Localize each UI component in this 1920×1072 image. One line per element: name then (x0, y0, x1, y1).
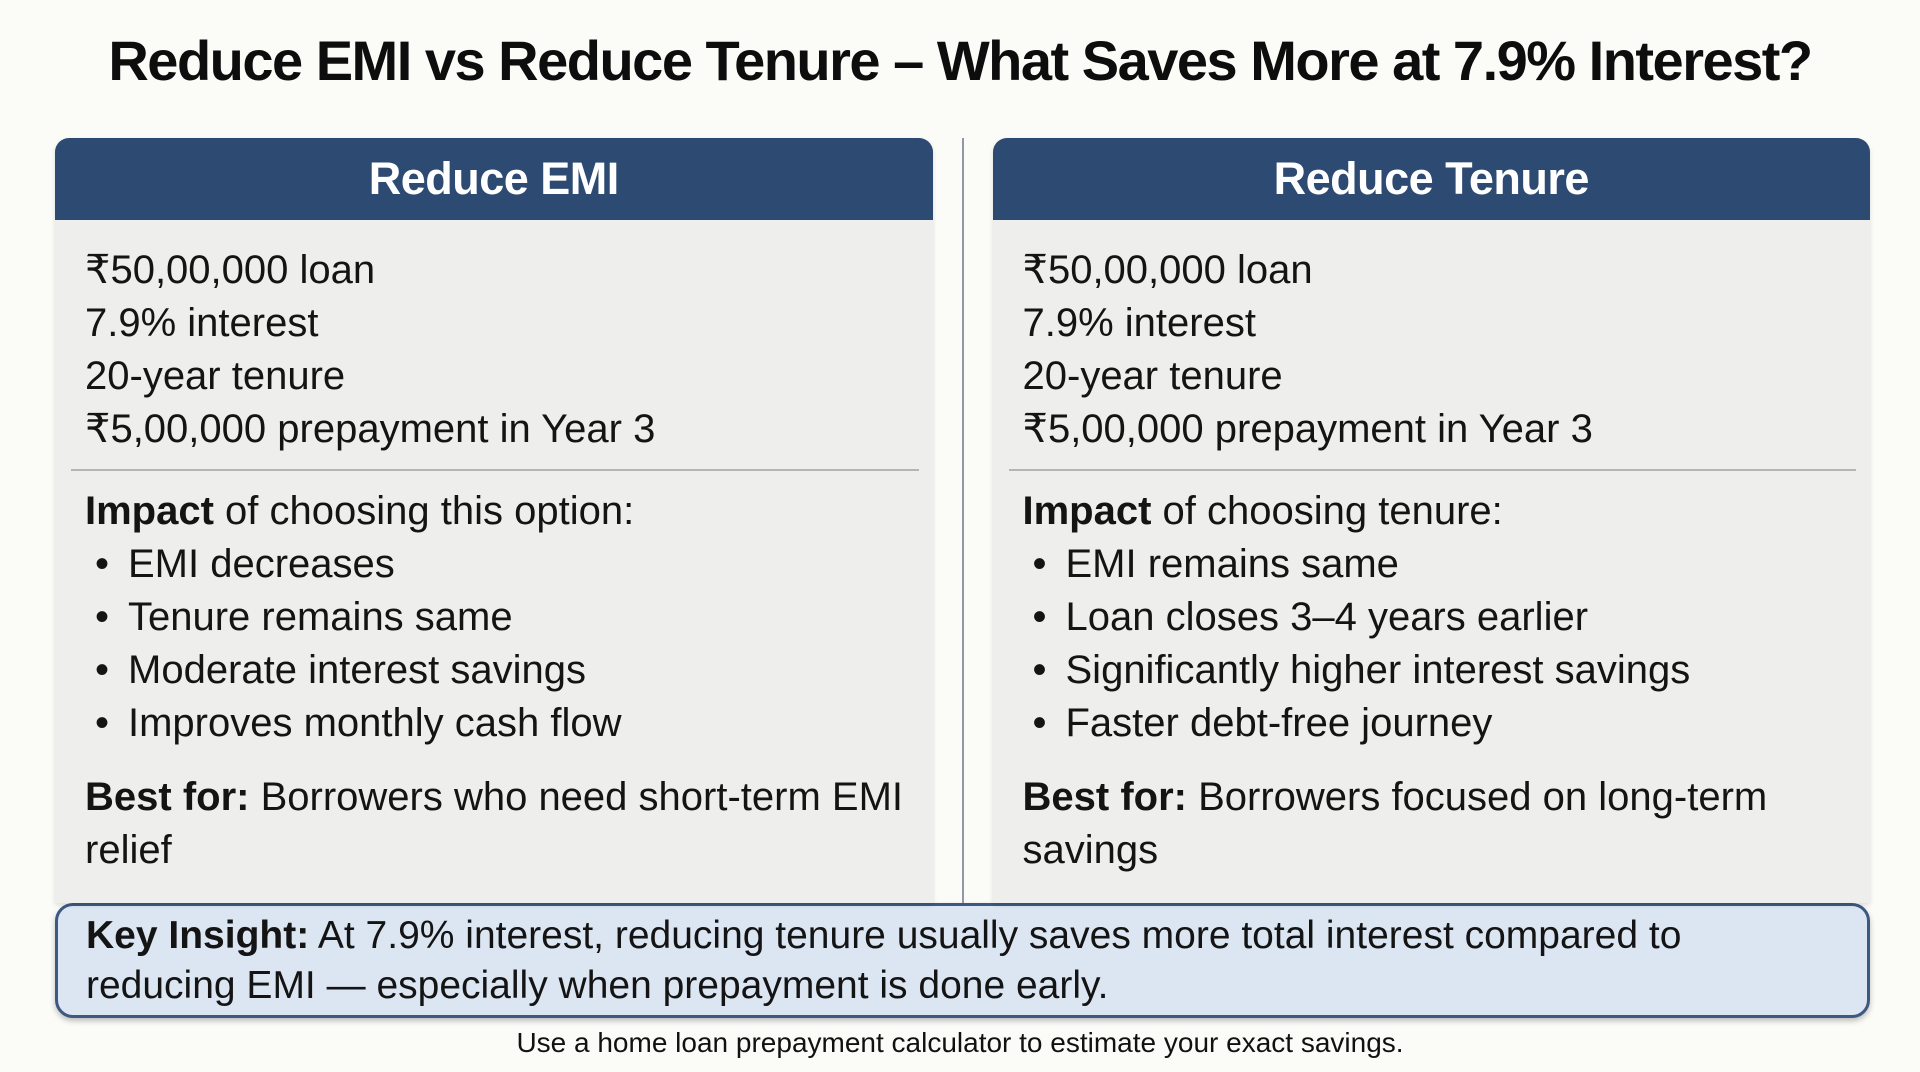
impact-label: Impact (1022, 489, 1152, 533)
bullet-icon: • (95, 701, 110, 745)
card-reduce-emi: Reduce EMI ₹50,00,000 loan 7.9% interest… (55, 138, 933, 903)
section-divider (1008, 469, 1856, 471)
impact-text: of choosing tenure: (1151, 489, 1503, 533)
card-header-label: Reduce EMI (368, 153, 620, 204)
list-item: • Tenure remains same (85, 591, 905, 644)
loan-detail-line: 7.9% interest (1022, 301, 1256, 345)
page-title: Reduce EMI vs Reduce Tenure – What Saves… (108, 29, 1813, 92)
section-divider (71, 469, 919, 471)
loan-detail-line: ₹50,00,000 loan (1022, 248, 1313, 292)
impact-label: Impact (85, 489, 214, 533)
impact-bullet-list: • EMI decreases • Tenure remains same • Mod… (85, 538, 905, 750)
impact-heading: Impact of choosing tenure: (1023, 485, 1843, 538)
card-header-reduce-emi: Reduce EMI (55, 138, 933, 220)
key-insight-box: Key Insight: At 7.9% interest, reducing … (55, 903, 1870, 1018)
card-body-reduce-emi: ₹50,00,000 loan 7.9% interest 20-year te… (55, 220, 933, 903)
loan-details: ₹50,00,000 loan 7.9% interest 20-year te… (1023, 244, 1843, 456)
card-body-reduce-tenure: ₹50,00,000 loan 7.9% interest 20-year te… (992, 220, 1870, 903)
bullet-text: Faster debt-free journey (1065, 701, 1493, 745)
best-for-label: Best for: (85, 775, 250, 819)
bullet-text: Tenure remains same (128, 595, 513, 639)
list-item: • Significantly higher interest savings (1023, 644, 1843, 697)
list-item: • Loan closes 3–4 years earlier (1023, 591, 1843, 644)
bullet-icon: • (95, 648, 110, 692)
bullet-text: EMI remains same (1065, 542, 1399, 586)
loan-detail-line: ₹5,00,000 prepayment in Year 3 (85, 407, 656, 451)
comparison-columns: Reduce EMI ₹50,00,000 loan 7.9% interest… (55, 138, 1870, 903)
loan-details: ₹50,00,000 loan 7.9% interest 20-year te… (85, 244, 905, 456)
bullet-icon: • (1032, 701, 1047, 745)
loan-detail-line: ₹5,00,000 prepayment in Year 3 (1022, 407, 1593, 451)
card-header-reduce-tenure: Reduce Tenure (992, 138, 1870, 220)
card-reduce-tenure: Reduce Tenure ₹50,00,000 loan 7.9% inter… (992, 138, 1870, 903)
impact-text: of choosing this option: (213, 489, 635, 533)
bullet-text: Improves monthly cash flow (128, 701, 622, 745)
column-gap (933, 138, 993, 903)
loan-detail-line: 20-year tenure (1022, 354, 1283, 398)
bullet-text: EMI decreases (128, 542, 395, 586)
loan-detail-line: 20-year tenure (85, 354, 346, 398)
bullet-icon: • (1032, 648, 1047, 692)
list-item: • Moderate interest savings (85, 644, 905, 697)
bullet-text: Moderate interest savings (128, 648, 587, 692)
impact-bullet-list: • EMI remains same • Loan closes 3–4 years… (1023, 538, 1843, 750)
bullet-icon: • (1032, 595, 1047, 639)
best-for-text: Borrowers who need short-term EMI relief (85, 775, 904, 872)
list-item: • EMI decreases (85, 538, 905, 591)
best-for-label: Best for: (1022, 775, 1187, 819)
emi-vs-tenure-infographic: Reduce EMI vs Reduce Tenure – What Saves… (0, 28, 1920, 1072)
list-item: • Improves monthly cash flow (85, 697, 905, 750)
bullet-icon: • (1032, 542, 1047, 586)
bullet-text: Significantly higher interest savings (1065, 648, 1691, 692)
impact-heading: Impact of choosing this option: (85, 485, 905, 538)
best-for-line: Best for: Borrowers who need short-term … (85, 771, 905, 877)
bullet-icon: • (95, 595, 110, 639)
card-header-label: Reduce Tenure (1273, 153, 1590, 204)
best-for-text: Borrowers focused on long-term savings (1022, 775, 1768, 872)
key-insight-label: Key Insight: (86, 913, 310, 957)
key-insight-body: At 7.9% interest, reducing tenure usuall… (86, 913, 1682, 1007)
list-item: • Faster debt-free journey (1023, 697, 1843, 750)
loan-detail-line: ₹50,00,000 loan (85, 248, 376, 292)
column-divider-line (961, 138, 964, 903)
list-item: • EMI remains same (1023, 538, 1843, 591)
best-for-line: Best for: Borrowers focused on long-term… (1023, 771, 1843, 877)
bullet-text: Loan closes 3–4 years earlier (1065, 595, 1589, 639)
loan-detail-line: 7.9% interest (85, 301, 319, 345)
bullet-icon: • (95, 542, 110, 586)
key-insight-text: Key Insight: At 7.9% interest, reducing … (86, 911, 1839, 1011)
footer-note: Use a home loan prepayment calculator to… (516, 1027, 1404, 1058)
